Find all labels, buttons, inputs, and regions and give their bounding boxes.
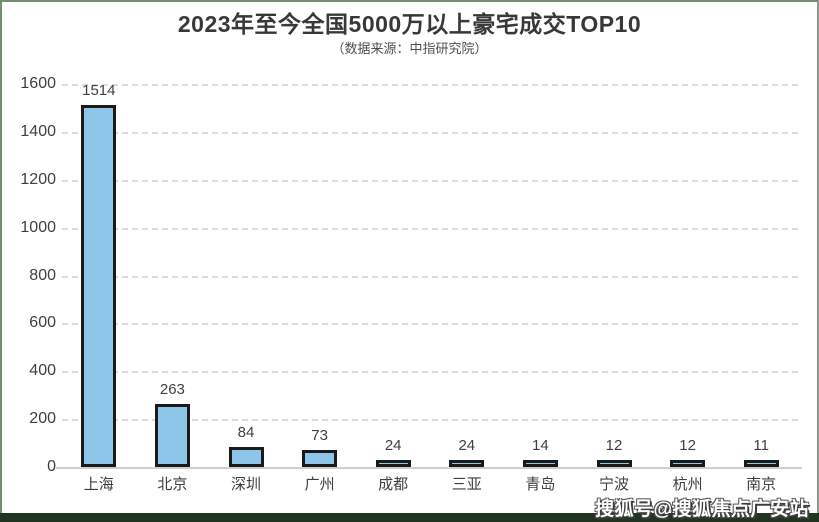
bar-value-label: 73	[311, 427, 328, 444]
bottom-green-band	[0, 513, 819, 522]
x-tick-label: 上海	[83, 476, 114, 493]
bar-value-label: 1514	[82, 82, 116, 99]
bar-value-label: 84	[237, 424, 255, 441]
bar	[154, 404, 190, 467]
bar	[670, 460, 706, 467]
y-tick-label: 1600	[20, 75, 56, 92]
gridline	[62, 275, 798, 278]
y-tick-label: 1200	[20, 170, 56, 188]
bar	[596, 460, 632, 467]
bar	[743, 460, 779, 467]
y-tick-label: 800	[29, 266, 56, 284]
watermark: 搜狐号@搜狐焦点广安站	[594, 499, 809, 520]
bar	[522, 460, 558, 467]
y-tick-label: 200	[29, 410, 56, 428]
x-tick-label: 南京	[746, 476, 777, 493]
gridline	[62, 371, 798, 374]
x-tick-label: 杭州	[672, 476, 703, 493]
bar	[449, 460, 485, 467]
bar-value-label: 11	[753, 437, 769, 454]
gridline	[62, 227, 798, 230]
y-tick-label: 1400	[20, 122, 56, 140]
bar	[302, 450, 338, 467]
chart-subtitle: （数据来源：中指研究院）	[331, 41, 488, 56]
gridline	[62, 84, 798, 86]
bar	[228, 447, 264, 467]
x-tick-label: 广州	[304, 476, 335, 493]
bar-value-label: 24	[458, 437, 476, 454]
x-tick-label: 北京	[157, 476, 188, 493]
y-tick-label: 1000	[20, 218, 56, 236]
bar-value-label: 12	[679, 437, 696, 454]
bar-value-label: 24	[384, 437, 402, 454]
bar-chart-plot-area: 1514 上海 263 北京 84 深圳 73 广州 24 成都 24 三亚 14 青岛 12 宁波 12 杭州 1…	[56, 82, 802, 493]
gridline	[62, 323, 798, 326]
y-axis: 0 200 400 600 800 1000 1200 1400 1600	[0, 75, 56, 475]
gridline	[62, 179, 798, 182]
bar-value-label: 14	[532, 437, 549, 454]
gridline	[62, 131, 798, 134]
gridline	[62, 419, 798, 422]
bar	[375, 460, 411, 467]
x-axis-line	[56, 467, 802, 469]
chart-title: 2023年至今全国5000万以上豪宅成交TOP10	[177, 11, 642, 37]
x-tick-label: 青岛	[525, 476, 556, 493]
y-tick-label: 0	[47, 458, 56, 475]
x-tick-label: 深圳	[230, 476, 261, 493]
x-tick-label: 宁波	[598, 476, 629, 493]
y-tick-label: 600	[29, 314, 56, 332]
bar-value-label: 12	[605, 437, 623, 454]
chart-header: 2023年至今全国5000万以上豪宅成交TOP10 （数据来源：中指研究院）	[0, 10, 819, 57]
bar-value-label: 263	[159, 381, 185, 398]
x-tick-label: 成都	[378, 476, 409, 493]
x-tick-label: 三亚	[451, 476, 482, 493]
bar	[81, 105, 117, 467]
y-tick-label: 400	[29, 362, 56, 380]
